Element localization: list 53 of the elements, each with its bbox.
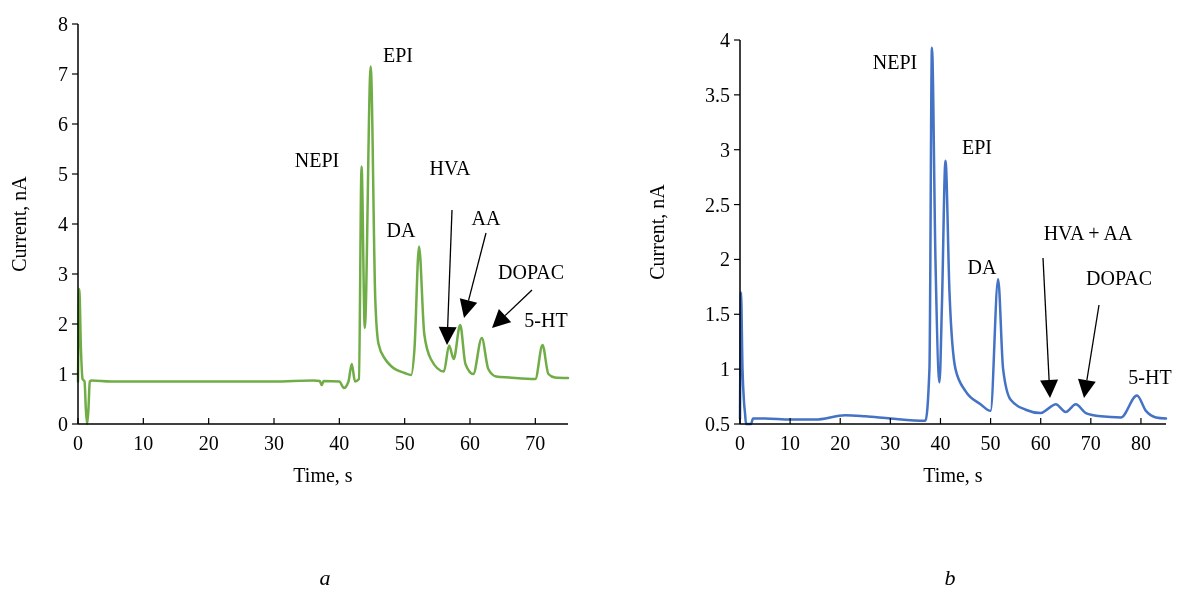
y-tick-label: 8 <box>58 13 68 35</box>
annotation: NEPI <box>294 149 340 171</box>
text: a <box>319 565 331 590</box>
x-tick-label: 60 <box>460 432 480 454</box>
x-tick-label: 10 <box>133 432 154 454</box>
x-tick-label: 20 <box>830 432 851 454</box>
annotation: 5-HT <box>1128 366 1172 388</box>
x-tick-label: 20 <box>198 432 219 454</box>
x-tick-label: 50 <box>980 432 1001 454</box>
x-tick-label: 40 <box>930 432 951 454</box>
annotation: DOPAC <box>498 261 564 283</box>
y-tick-label: 1 <box>58 363 68 385</box>
x-tick-label: 30 <box>880 432 901 454</box>
x-tick-label: 70 <box>525 432 546 454</box>
y-tick-label: 1.5 <box>705 303 730 326</box>
x-axis-title: Time, s <box>923 464 983 486</box>
y-tick-label: 4 <box>720 29 730 51</box>
annotation: HVA <box>429 157 471 179</box>
y-tick-label: 3 <box>720 138 730 161</box>
y-tick-label: 2 <box>720 248 730 271</box>
x-tick-label: 40 <box>329 432 350 454</box>
y-tick-label: 0.5 <box>705 413 730 435</box>
x-tick-label: 60 <box>1030 432 1051 454</box>
annotation: EPI <box>383 44 413 66</box>
y-tick-label: 7 <box>58 63 68 85</box>
annotation: DOPAC <box>1086 267 1152 289</box>
annotation: 5-HT <box>524 309 568 331</box>
annotation: AA <box>471 207 501 229</box>
annotation: EPI <box>962 136 992 158</box>
x-tick-label: 0 <box>735 432 745 454</box>
y-tick-label: 4 <box>58 213 68 235</box>
y-axis-title: Current, nA <box>646 183 668 280</box>
annotation: DA <box>967 256 997 278</box>
y-tick-label: 2 <box>58 313 68 335</box>
x-tick-label: 70 <box>1080 432 1101 454</box>
y-tick-label: 2.5 <box>705 193 730 216</box>
y-tick-label: 0 <box>58 413 68 435</box>
y-tick-label: 5 <box>58 163 68 185</box>
annotation: NEPI <box>872 51 918 73</box>
y-tick-label: 3.5 <box>705 83 730 106</box>
y-tick-label: 6 <box>58 113 68 135</box>
x-axis-title: Time, s <box>293 464 353 486</box>
annotation: DA <box>386 219 416 241</box>
text: b <box>944 565 956 590</box>
y-tick-label: 3 <box>58 263 68 285</box>
x-tick-label: 10 <box>780 432 801 454</box>
annotation: HVA + AA <box>1043 222 1133 244</box>
x-tick-label: 50 <box>394 432 415 454</box>
x-tick-label: 80 <box>1130 432 1151 454</box>
y-tick-label: 1 <box>720 358 730 381</box>
x-tick-label: 0 <box>73 432 83 454</box>
x-tick-label: 30 <box>264 432 284 454</box>
y-axis-title: Current, nA <box>8 175 30 272</box>
